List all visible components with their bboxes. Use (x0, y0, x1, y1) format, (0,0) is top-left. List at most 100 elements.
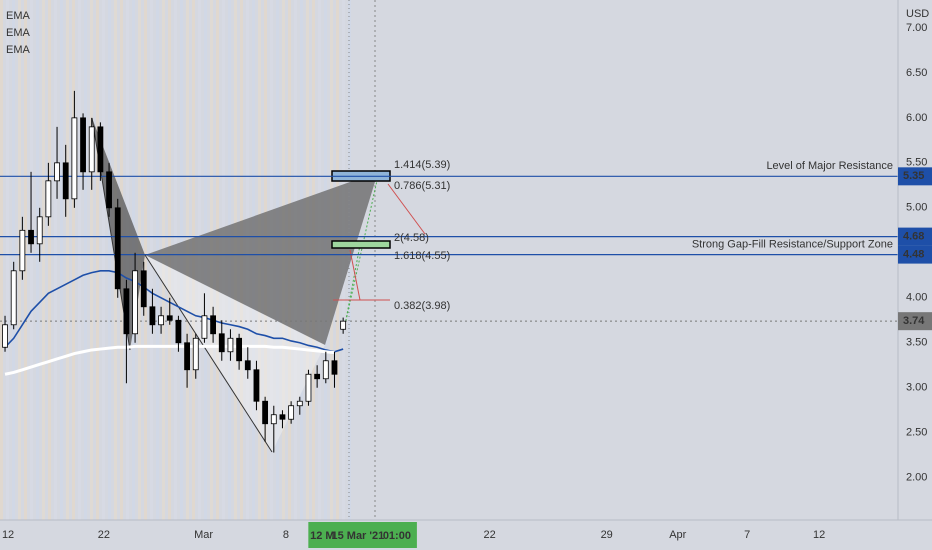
candle-body (314, 373, 321, 380)
shading-stripe (102, 0, 105, 520)
candle-body (132, 270, 138, 335)
gap-fill-box (331, 240, 391, 249)
y-tick-label: 2.00 (906, 472, 927, 484)
shading-stripe (24, 0, 27, 520)
y-tick-label: 5.00 (906, 202, 927, 214)
y-tick-label: 4.00 (906, 292, 927, 304)
candle-body (322, 360, 329, 380)
price-tag (898, 167, 932, 186)
legend-entry: EMA (6, 10, 31, 22)
shading-stripe (6, 0, 9, 520)
candle-body (166, 315, 173, 321)
legend-entry: EMA (6, 27, 31, 39)
candle-body (97, 126, 104, 173)
candle-body (201, 315, 208, 339)
shading-stripe (0, 0, 3, 520)
candle-body (340, 320, 347, 330)
y-tick-label: 3.50 (906, 337, 927, 349)
candle-body (54, 162, 60, 182)
x-tick-label: 29 (601, 529, 613, 541)
y-tick-label: 6.00 (906, 112, 927, 124)
candle-body (227, 337, 234, 353)
shading-stripe (42, 0, 45, 520)
candle-body (244, 360, 251, 371)
y-tick-label: 7.00 (906, 22, 927, 34)
y-tick-label: 6.50 (906, 67, 927, 79)
shading-stripe (72, 0, 75, 520)
shading-stripe (96, 0, 99, 520)
x-tick-label: Apr (669, 529, 686, 541)
shading-stripe (12, 0, 15, 520)
crosshair-x-label: 15 Mar '21 (331, 530, 384, 542)
shading-stripe (30, 0, 33, 520)
level-annotation: Strong Gap-Fill Resistance/Support Zone (692, 239, 893, 251)
candle-body (10, 270, 17, 326)
pattern-edge (144, 254, 273, 453)
target-arrow (349, 249, 361, 301)
fib-label: 0.786(5.31) (394, 180, 450, 192)
level-annotation: Level of Major Resistance (766, 160, 893, 172)
crosshair-label-bg (308, 522, 417, 548)
pattern-leg (145, 255, 325, 452)
x-tick-label: 22 (484, 529, 496, 541)
candle-body (2, 324, 8, 348)
candle-body (123, 288, 130, 335)
shading-stripe (90, 0, 93, 520)
candle-body (71, 117, 78, 200)
candle-body (140, 270, 147, 308)
shading-stripe (78, 0, 81, 520)
candle-body (106, 171, 112, 209)
fib-label: 0.382(3.98) (394, 300, 450, 312)
shading-stripe (54, 0, 57, 520)
ema-line (4, 344, 335, 376)
y-tick-label: 3.00 (906, 382, 927, 394)
candle-body (218, 333, 225, 353)
candle-body (210, 315, 216, 335)
candle-body (184, 342, 190, 371)
candle-body (158, 315, 164, 326)
candle-body (62, 162, 69, 200)
shading-stripe (144, 0, 147, 520)
candle-body (45, 180, 52, 218)
ema-line (4, 269, 344, 353)
price-tag (898, 227, 932, 246)
y-tick-label: 2.50 (906, 427, 927, 439)
projection-line (344, 244, 361, 326)
candle-body (296, 400, 303, 407)
y-tick-label: 5.50 (906, 157, 927, 169)
shading-stripe (84, 0, 87, 520)
fib-label: 1.618(4.55) (394, 250, 450, 262)
x-tick-label: 12 (813, 529, 825, 541)
x-tick-label: 12 (2, 529, 14, 541)
price-tag (898, 312, 932, 331)
candle-body (175, 319, 182, 344)
currency-label: USD (906, 8, 929, 20)
price-tag (898, 245, 932, 264)
x-tick-label: 22 (98, 529, 110, 541)
candle-body (19, 229, 26, 272)
shading-stripe (108, 0, 111, 520)
price-tag-label: 3.74 (903, 315, 925, 327)
legend-entry: EMA (6, 44, 31, 56)
candle-body (114, 207, 121, 290)
fib-label: 2(4.58) (394, 232, 429, 244)
price-tag-label: 5.35 (903, 170, 924, 182)
candle-body (192, 337, 199, 371)
candle-body (262, 400, 269, 425)
candle-body (80, 117, 86, 173)
candle-body (88, 126, 95, 173)
pattern-leg (145, 172, 378, 345)
price-tag-label: 4.48 (903, 249, 924, 261)
shading-stripe (36, 0, 39, 520)
crosshair-x-label: 12 M (310, 530, 334, 542)
shading-stripe (66, 0, 69, 520)
crosshair-x-label: 01:00 (383, 530, 411, 542)
target-arrow (387, 183, 426, 235)
candle-body (279, 414, 286, 420)
candle-body (270, 414, 277, 425)
candle-body (253, 369, 260, 402)
plot-area (0, 90, 898, 453)
candle-body (305, 373, 312, 402)
